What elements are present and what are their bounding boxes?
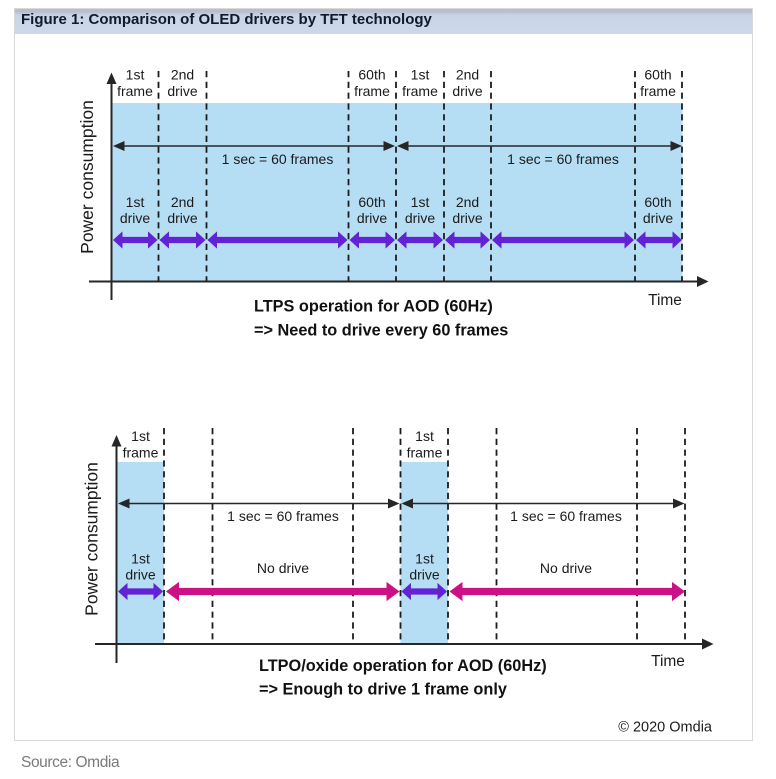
- svg-text:1st: 1st: [415, 551, 434, 567]
- svg-text:1st: 1st: [411, 194, 430, 210]
- svg-text:drive: drive: [125, 567, 156, 583]
- svg-text:LTPO/oxide operation for AOD (: LTPO/oxide operation for AOD (60Hz): [259, 657, 547, 675]
- svg-text:drive: drive: [167, 210, 198, 226]
- svg-text:drive: drive: [452, 83, 483, 99]
- svg-text:1st: 1st: [126, 67, 145, 83]
- svg-text:frame: frame: [123, 445, 159, 461]
- svg-text:1 sec = 60 frames: 1 sec = 60 frames: [510, 508, 622, 524]
- svg-text:frame: frame: [640, 83, 676, 99]
- svg-text:© 2020 Omdia: © 2020 Omdia: [618, 720, 713, 736]
- svg-text:=> Need to drive every 60 fram: => Need to drive every 60 frames: [254, 322, 508, 340]
- svg-text:drive: drive: [409, 567, 440, 583]
- svg-text:1 sec = 60 frames: 1 sec = 60 frames: [222, 151, 334, 167]
- svg-text:frame: frame: [402, 83, 438, 99]
- svg-text:2nd: 2nd: [456, 67, 479, 83]
- svg-text:No drive: No drive: [540, 560, 592, 576]
- svg-text:2nd: 2nd: [171, 67, 194, 83]
- svg-text:Power consumption: Power consumption: [82, 462, 102, 616]
- svg-text:frame: frame: [407, 445, 443, 461]
- svg-text:frame: frame: [354, 83, 390, 99]
- svg-text:1 sec = 60 frames: 1 sec = 60 frames: [507, 151, 619, 167]
- svg-text:drive: drive: [405, 210, 436, 226]
- svg-text:drive: drive: [357, 210, 388, 226]
- svg-text:drive: drive: [452, 210, 483, 226]
- svg-text:frame: frame: [117, 83, 153, 99]
- svg-text:1st: 1st: [126, 194, 145, 210]
- svg-text:Time: Time: [648, 292, 682, 309]
- svg-text:60th: 60th: [644, 67, 671, 83]
- svg-text:drive: drive: [643, 210, 674, 226]
- svg-text:1st: 1st: [131, 551, 150, 567]
- svg-text:No drive: No drive: [257, 560, 309, 576]
- svg-text:LTPS operation for AOD (60Hz): LTPS operation for AOD (60Hz): [254, 298, 493, 316]
- svg-text:drive: drive: [167, 83, 198, 99]
- svg-text:2nd: 2nd: [456, 194, 479, 210]
- svg-text:1st: 1st: [415, 428, 434, 444]
- svg-text:Power consumption: Power consumption: [77, 100, 97, 254]
- svg-text:1st: 1st: [411, 67, 430, 83]
- svg-text:drive: drive: [120, 210, 151, 226]
- svg-text:Time: Time: [651, 653, 685, 670]
- svg-text:2nd: 2nd: [171, 194, 194, 210]
- svg-text:60th: 60th: [644, 194, 671, 210]
- svg-text:1 sec = 60 frames: 1 sec = 60 frames: [227, 508, 339, 524]
- svg-text:=> Enough to drive 1 frame onl: => Enough to drive 1 frame only: [259, 681, 507, 699]
- svg-text:60th: 60th: [358, 67, 385, 83]
- svg-text:60th: 60th: [358, 194, 385, 210]
- svg-text:1st: 1st: [131, 428, 150, 444]
